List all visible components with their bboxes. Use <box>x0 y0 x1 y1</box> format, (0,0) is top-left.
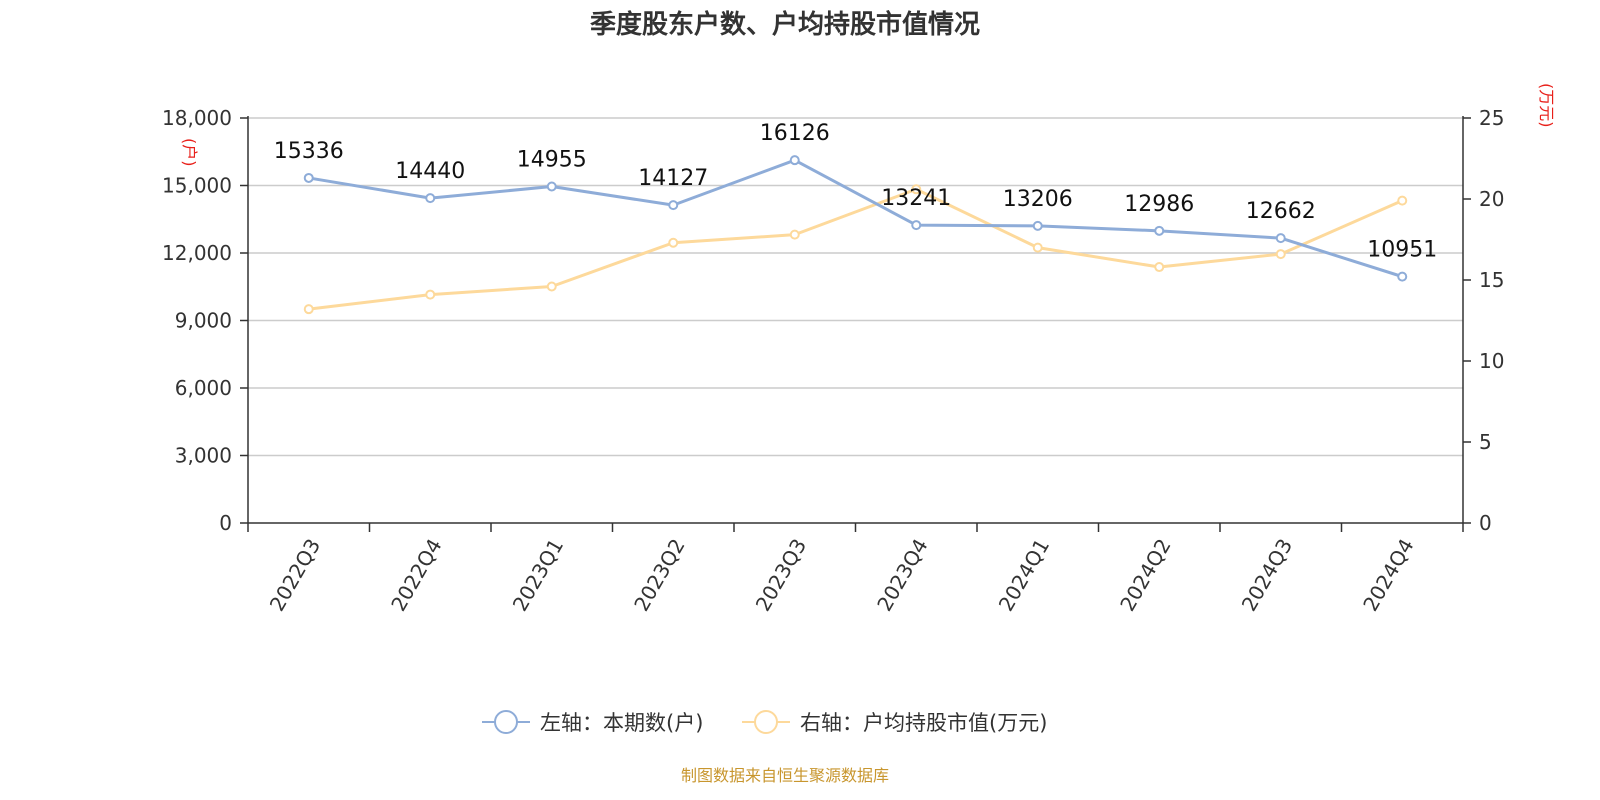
series-0-point <box>546 181 557 192</box>
data-labels: 15336 14440 14955 14127 16126 13241 13206 12986… <box>274 121 1438 262</box>
x-tick-label: 2023Q4 <box>872 535 932 616</box>
data-label: 12662 <box>1246 199 1316 224</box>
x-tick-label: 2022Q4 <box>386 535 446 616</box>
x-tick-label: 2023Q3 <box>751 535 811 616</box>
x-tick-label: 2024Q4 <box>1358 535 1418 616</box>
data-label: 14955 <box>517 148 587 173</box>
legend-label-1: 右轴：户均持股市值(万元) <box>800 711 1047 735</box>
series-1-point <box>546 281 557 292</box>
x-tick-label: 2024Q2 <box>1115 535 1175 616</box>
left-tick-label: 9,000 <box>175 309 232 333</box>
right-tick-label: 15 <box>1479 268 1504 292</box>
data-label: 12986 <box>1124 192 1194 217</box>
series-0-point <box>303 172 314 183</box>
left-tick-label: 0 <box>219 511 232 535</box>
right-tick-label: 10 <box>1479 349 1504 373</box>
chart-title: 季度股东户数、户均持股市值情况 <box>590 9 980 40</box>
series-layer <box>303 155 1408 315</box>
series-0-point <box>1397 271 1408 282</box>
legend-marker-1 <box>754 710 778 734</box>
x-tick-label: 2024Q3 <box>1237 535 1297 616</box>
right-tick-label: 0 <box>1479 511 1492 535</box>
x-tick-label: 2024Q1 <box>994 535 1054 616</box>
right-tick-label: 5 <box>1479 430 1492 454</box>
data-label: 10951 <box>1367 238 1437 263</box>
legend-label-0: 左轴：本期数(户) <box>540 711 703 735</box>
series-1-point <box>1397 195 1408 206</box>
series-1-point <box>303 304 314 315</box>
right-tick-label: 20 <box>1479 187 1504 211</box>
series-line-0 <box>308 158 1403 279</box>
left-tick-label: 6,000 <box>175 376 232 400</box>
left-tick-label: 15,000 <box>162 174 232 198</box>
series-1-point <box>1154 262 1165 273</box>
series-1-point <box>1032 242 1043 253</box>
data-label: 14440 <box>395 159 465 184</box>
data-label: 14127 <box>638 166 708 191</box>
data-label: 13206 <box>1003 187 1073 212</box>
right-axis-unit: (万元) <box>1537 83 1556 128</box>
grid-lines <box>248 117 1463 457</box>
series-line-1 <box>308 187 1403 311</box>
data-label: 16126 <box>760 121 830 146</box>
series-0-point <box>425 193 436 204</box>
series-1-point <box>789 229 800 240</box>
source-note: 制图数据来自恒生聚源数据库 <box>681 766 889 785</box>
series-0-point <box>668 200 679 211</box>
x-tick-label: 2022Q3 <box>265 535 325 616</box>
x-tick-label: 2023Q2 <box>629 535 689 616</box>
left-tick-label: 3,000 <box>175 444 232 468</box>
legend-marker-0 <box>494 710 518 734</box>
legend: 左轴：本期数(户) 右轴：户均持股市值(万元) <box>482 710 1047 735</box>
series-0-point <box>911 220 922 231</box>
series-0-point <box>789 155 800 166</box>
series-1-point <box>668 237 679 248</box>
series-1-point <box>425 289 436 300</box>
left-axis-unit: (户) <box>180 138 199 167</box>
left-tick-label: 18,000 <box>162 106 232 130</box>
series-1-point <box>1275 249 1286 260</box>
series-1-point <box>911 184 922 195</box>
data-label: 13241 <box>881 186 951 211</box>
x-tick-label: 2023Q1 <box>508 535 568 616</box>
left-tick-label: 12,000 <box>162 241 232 265</box>
data-label: 15336 <box>274 139 344 164</box>
right-tick-label: 25 <box>1479 106 1504 130</box>
series-0-point <box>1032 220 1043 231</box>
series-0-point <box>1154 225 1165 236</box>
series-0-point <box>1275 233 1286 244</box>
